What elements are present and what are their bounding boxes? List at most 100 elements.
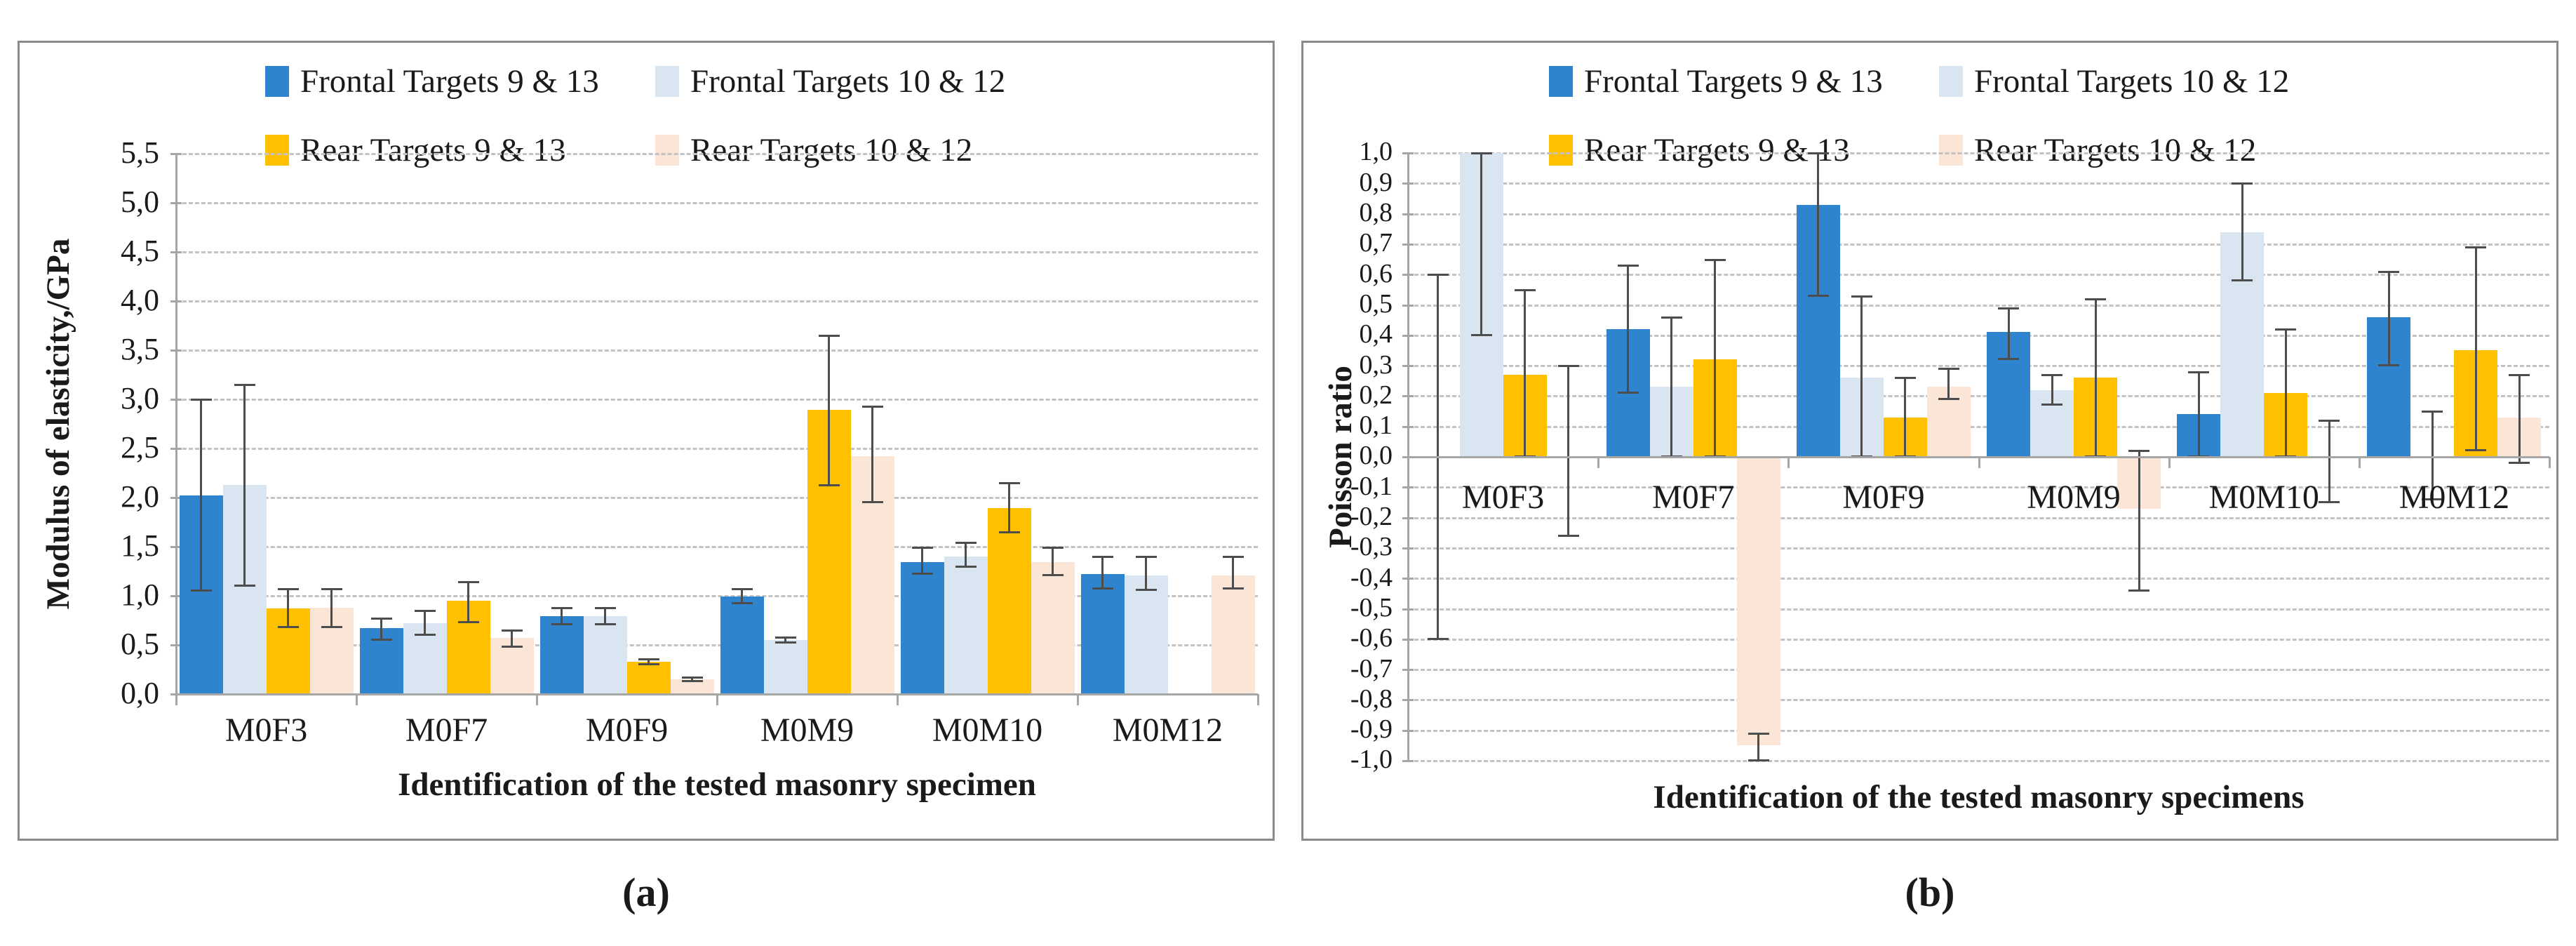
y-tick-label: 0,1	[1359, 411, 1393, 441]
error-bar	[921, 547, 923, 575]
x-tick-mark	[716, 694, 718, 705]
legend-item: Frontal Targets 9 & 13	[1549, 62, 1921, 100]
error-bar	[1480, 153, 1483, 335]
bar-M0F9-s3	[670, 679, 714, 694]
error-bar-cap	[551, 622, 572, 625]
bar-M0M12-s3	[1211, 575, 1255, 694]
error-bar-cap	[998, 531, 1020, 534]
legend-item: Frontal Targets 10 & 12	[1939, 62, 2311, 100]
bar-M0M12-s1	[1124, 575, 1168, 694]
error-bar	[965, 542, 967, 568]
error-bar-cap	[501, 645, 523, 648]
error-bar	[2474, 247, 2477, 451]
gridline	[1408, 334, 2549, 337]
error-bar-cap	[2085, 298, 2107, 300]
bar-M0M9-s0	[720, 597, 764, 694]
y-tick-label: -0,1	[1350, 471, 1393, 501]
y-tick-label: 0,5	[121, 626, 159, 661]
legend-swatch-icon	[1549, 66, 1573, 97]
error-bar-cap	[277, 625, 299, 628]
error-bar-cap	[1427, 637, 1449, 640]
chart-legend: Frontal Targets 9 & 13 Frontal Targets 10…	[20, 62, 1273, 169]
error-bar-cap	[681, 677, 703, 679]
error-bar-cap	[861, 501, 883, 503]
legend-item-label: Rear Targets 9 & 13	[300, 132, 566, 168]
error-bar-cap	[911, 547, 933, 549]
error-bar-cap	[594, 606, 616, 609]
x-axis-line	[170, 693, 1258, 695]
error-bar	[561, 607, 563, 625]
x-axis-line	[1402, 456, 2549, 458]
y-tick-label: -1,0	[1350, 745, 1393, 775]
legend-item-label: Rear Targets 9 & 13	[1584, 132, 1850, 168]
error-bar-cap	[1704, 258, 1726, 261]
error-bar-cap	[190, 399, 212, 401]
error-bar-cap	[1470, 333, 1492, 336]
y-tick-label: 1,0	[1359, 137, 1393, 167]
error-bar-cap	[321, 625, 342, 628]
error-bar-cap	[1661, 316, 1682, 319]
error-bar-cap	[2128, 450, 2150, 453]
error-bar-cap	[1222, 556, 1244, 558]
x-tick-mark	[1407, 457, 1409, 468]
error-bar	[287, 589, 289, 627]
error-bar-cap	[1938, 397, 1959, 400]
category-label-M0M10: M0M10	[2208, 479, 2319, 516]
error-bar-cap	[1557, 534, 1579, 537]
error-bar-cap	[1894, 377, 1916, 380]
error-bar	[691, 677, 693, 681]
error-bar-cap	[774, 636, 796, 639]
error-bar	[2284, 329, 2287, 457]
legend-item-label: Frontal Targets 10 & 12	[690, 63, 1006, 100]
error-bar-cap	[774, 641, 796, 644]
error-bar-cap	[1747, 733, 1769, 735]
legend-item-label: Frontal Targets 10 & 12	[1974, 63, 2290, 100]
error-bar-cap	[2465, 449, 2487, 452]
error-bar-cap	[1998, 307, 2020, 309]
legend-swatch-icon	[265, 135, 289, 166]
x-tick-mark	[1978, 457, 1980, 468]
error-bar-cap	[1427, 274, 1449, 277]
error-bar	[2431, 411, 2434, 500]
bar-M0M10-s0	[900, 562, 944, 694]
error-bar	[828, 335, 830, 486]
y-tick-label: 3,5	[121, 331, 159, 366]
x-tick-mark	[536, 694, 538, 705]
error-bar-cap	[1998, 358, 2020, 361]
gridline	[1408, 699, 2549, 702]
legend-item: Rear Targets 9 & 13	[1549, 131, 1921, 169]
x-tick-mark	[897, 694, 899, 705]
y-tick-label: 0,7	[1359, 228, 1393, 258]
gridline	[1408, 669, 2549, 672]
y-tick-label: 0,3	[1359, 349, 1393, 380]
error-bar	[741, 589, 743, 604]
gridline	[1408, 243, 2549, 246]
y-tick-label: -0,8	[1350, 684, 1393, 714]
error-bar-cap	[2041, 404, 2063, 406]
y-tick-label: -0,7	[1350, 653, 1393, 684]
legend-item-label: Frontal Targets 9 & 13	[300, 63, 599, 100]
category-label-M0M9: M0M9	[760, 712, 854, 749]
y-tick-label: 4,5	[121, 233, 159, 268]
error-bar	[1757, 733, 1760, 761]
gridline	[1408, 729, 2549, 732]
x-axis-title: Identification of the tested masonry spe…	[398, 766, 1036, 803]
y-tick-label: 0,4	[1359, 319, 1393, 349]
error-bar-cap	[1617, 392, 1639, 394]
category-label-M0F3: M0F3	[224, 712, 308, 749]
bar-M0M10-s1	[944, 557, 988, 694]
category-label-M0M12: M0M12	[1112, 712, 1223, 749]
y-tick-label: 1,0	[121, 577, 159, 612]
y-axis-title: Poisson ratio	[1322, 366, 1359, 548]
error-bar-cap	[638, 663, 659, 665]
error-bar	[1524, 289, 1527, 457]
x-tick-mark	[2168, 457, 2171, 468]
error-bar-cap	[2509, 461, 2530, 464]
error-bar-cap	[234, 384, 255, 386]
gridline	[1408, 182, 2549, 185]
error-bar	[1567, 366, 1570, 536]
error-bar-cap	[1807, 294, 1829, 297]
panel-modulus-chart: Frontal Targets 9 & 13 Frontal Targets 10…	[18, 41, 1275, 841]
error-bar-cap	[501, 629, 523, 632]
error-bar-cap	[911, 573, 933, 575]
